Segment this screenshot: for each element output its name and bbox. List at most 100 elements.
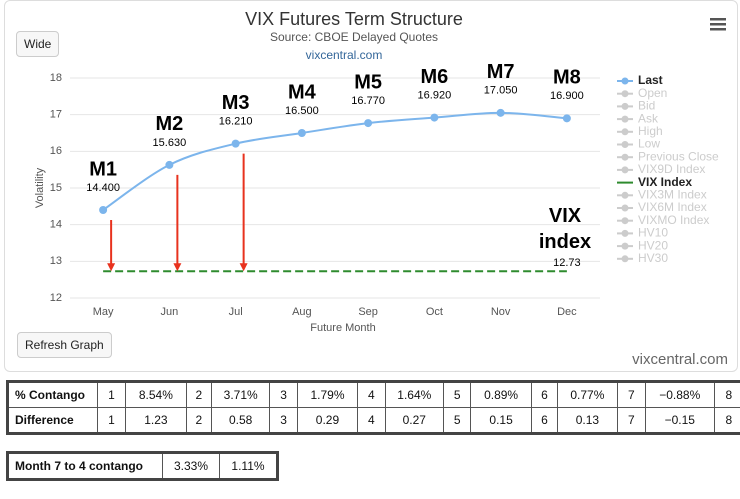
legend-label: Previous Close (638, 149, 719, 163)
table-cell: 1 (96, 407, 127, 434)
table-cell: 6 (530, 407, 559, 434)
legend-marker (621, 102, 629, 110)
annotation: M2 (155, 113, 183, 135)
legend-marker (621, 229, 629, 237)
x-tick-label: May (93, 306, 114, 318)
data-point (430, 113, 439, 122)
table-cell: 5 (443, 381, 472, 408)
legend-marker (621, 166, 629, 174)
table-cell: 0.27 (384, 407, 445, 434)
legend-item[interactable]: Open (617, 86, 667, 100)
table-row: % Contango 1 8.54% 2 3.71% 3 1.79% 4 1.64% 5 0.89%… (7, 381, 740, 408)
legend-label: Ask (638, 111, 659, 125)
data-point (496, 108, 505, 117)
table-cell: 2 (185, 407, 212, 434)
legend-item[interactable]: High (617, 124, 663, 138)
data-point (165, 160, 174, 169)
data-label: 16.920 (418, 90, 452, 102)
data-point (99, 206, 108, 214)
table-cell: Difference (7, 407, 98, 434)
table-cell: 0.89% (470, 381, 532, 408)
y-axis-title: Volatility (34, 167, 46, 208)
table-cell: −0.88% (644, 381, 715, 408)
table-cell: 3.33% (162, 452, 220, 480)
x-tick-label: Oct (426, 306, 443, 318)
menu-icon[interactable] (710, 18, 726, 31)
legend-marker (621, 153, 629, 161)
legend-marker (621, 242, 629, 250)
legend-item[interactable]: VIX6M Index (617, 200, 707, 214)
data-label: 16.500 (285, 105, 319, 117)
credit[interactable]: vixcentral.com (632, 351, 728, 368)
table-cell: 1.64% (384, 381, 445, 408)
legend-item[interactable]: Last (617, 73, 663, 87)
annotation: M7 (487, 61, 515, 83)
table-cell: 5 (443, 407, 472, 434)
y-tick-label: 14 (50, 219, 62, 231)
legend-label: Last (638, 73, 663, 87)
x-tick-label: Sep (358, 306, 378, 318)
x-tick-label: Aug (292, 306, 312, 318)
y-tick-label: 12 (50, 292, 62, 304)
legend-item[interactable]: Ask (617, 111, 659, 125)
data-label: 16.770 (351, 95, 385, 107)
legend-label: High (638, 124, 663, 138)
annotation: M5 (354, 71, 382, 93)
vix-annotation: VIX index (538, 205, 592, 253)
legend-label: Bid (638, 99, 655, 113)
legend-marker (621, 90, 629, 98)
annotation: M3 (222, 92, 250, 114)
table-cell: 8.54% (125, 381, 187, 408)
table-cell: 7 (616, 407, 646, 434)
table-cell: 3 (269, 407, 298, 434)
wide-button[interactable]: Wide (16, 31, 60, 57)
legend-item[interactable]: HV20 (617, 238, 668, 252)
table-cell: 3.71% (210, 381, 271, 408)
data-label: 15.630 (153, 137, 187, 149)
x-tick-label: Jul (229, 306, 243, 318)
legend-item[interactable]: HV30 (617, 251, 668, 265)
legend-item[interactable]: Previous Close (617, 149, 719, 163)
legend-item[interactable]: HV10 (617, 226, 668, 240)
x-axis-title: Future Month (310, 322, 375, 334)
data-label: 16.900 (550, 90, 584, 102)
refresh-button[interactable]: Refresh Graph (17, 332, 112, 358)
legend-label: VIX Index (638, 175, 692, 189)
legend-item[interactable]: Low (617, 137, 660, 151)
y-tick-label: 18 (50, 72, 62, 84)
annotation: M8 (553, 67, 581, 89)
annotation: M6 (420, 66, 448, 88)
data-point (231, 139, 240, 148)
table-cell: 8 (713, 381, 740, 408)
legend-label: Low (638, 137, 660, 151)
chart: VIX Futures Term Structure Source: CBOE … (34, 9, 726, 334)
table-cell: 8 (713, 407, 740, 434)
chart-link[interactable]: vixcentral.com (306, 48, 383, 62)
table-cell: 1.11% (219, 452, 278, 480)
legend-item[interactable]: VIX9D Index (617, 162, 705, 176)
table-cell: 2 (185, 381, 212, 408)
y-tick-label: 15 (50, 182, 62, 194)
table-cell: 1.79% (296, 381, 359, 408)
table-cell: 0.77% (557, 381, 618, 408)
series-line (102, 111, 567, 211)
menu-bar (710, 18, 726, 21)
legend-item[interactable]: Bid (617, 99, 655, 113)
table-cell: 7 (616, 381, 646, 408)
table-cell: 3 (269, 381, 298, 408)
legend-label: VIXMO Index (638, 213, 709, 227)
table-cell: 0.15 (470, 407, 532, 434)
legend-item[interactable]: VIXMO Index (617, 213, 709, 227)
month-table: Month 7 to 4 contango 3.33% 1.11% (6, 451, 279, 481)
legend-label: VIX3M Index (638, 187, 707, 201)
table-row: Month 7 to 4 contango 3.33% 1.11% (7, 452, 278, 480)
legend-item[interactable]: VIX Index (617, 175, 692, 189)
table-cell: Month 7 to 4 contango (7, 452, 163, 480)
legend-marker (621, 204, 629, 212)
legend-marker (621, 191, 629, 199)
legend-label: VIX6M Index (638, 200, 707, 214)
legend-item[interactable]: VIX3M Index (617, 187, 707, 201)
legend-marker (621, 115, 629, 123)
y-tick-label: 16 (50, 145, 62, 157)
legend-marker (621, 77, 629, 85)
